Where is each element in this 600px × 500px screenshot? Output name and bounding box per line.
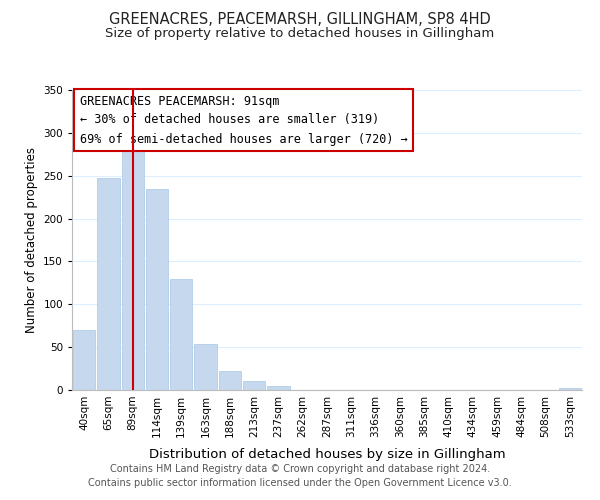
Bar: [194, 344, 217, 390]
Bar: [267, 386, 290, 390]
Text: GREENACRES, PEACEMARSH, GILLINGHAM, SP8 4HD: GREENACRES, PEACEMARSH, GILLINGHAM, SP8 …: [109, 12, 491, 28]
Bar: [243, 380, 265, 390]
Text: Size of property relative to detached houses in Gillingham: Size of property relative to detached ho…: [106, 28, 494, 40]
Bar: [170, 280, 193, 390]
X-axis label: Distribution of detached houses by size in Gillingham: Distribution of detached houses by size …: [149, 448, 505, 461]
Bar: [146, 188, 168, 390]
Bar: [218, 371, 241, 390]
Bar: [97, 178, 119, 390]
Bar: [73, 330, 95, 390]
Text: Contains HM Land Registry data © Crown copyright and database right 2024.
Contai: Contains HM Land Registry data © Crown c…: [88, 464, 512, 487]
Y-axis label: Number of detached properties: Number of detached properties: [25, 147, 38, 333]
Text: GREENACRES PEACEMARSH: 91sqm
← 30% of detached houses are smaller (319)
69% of s: GREENACRES PEACEMARSH: 91sqm ← 30% of de…: [80, 94, 407, 146]
Bar: [122, 146, 144, 390]
Bar: [559, 388, 581, 390]
